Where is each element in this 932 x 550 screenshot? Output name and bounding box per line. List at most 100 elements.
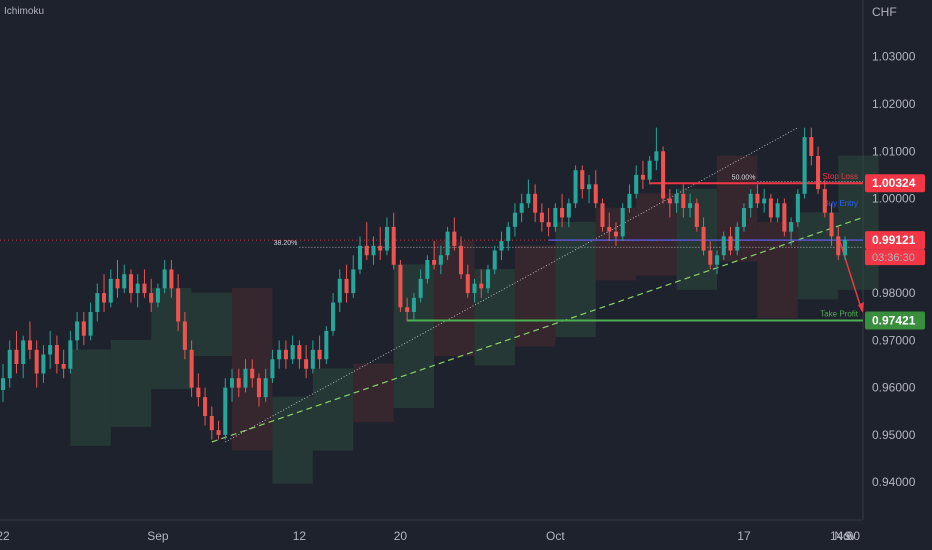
- candle[interactable]: [728, 226, 733, 256]
- candle[interactable]: [337, 269, 342, 312]
- candle[interactable]: [115, 260, 120, 298]
- candle[interactable]: [391, 212, 396, 270]
- candle[interactable]: [0, 364, 6, 402]
- candle[interactable]: [499, 231, 504, 260]
- candle[interactable]: [667, 189, 672, 218]
- candle[interactable]: [48, 330, 53, 369]
- candle[interactable]: [459, 236, 464, 279]
- candle[interactable]: [620, 203, 625, 242]
- candle[interactable]: [809, 127, 814, 166]
- candle[interactable]: [270, 349, 275, 383]
- candle[interactable]: [506, 222, 511, 251]
- candle[interactable]: [587, 174, 592, 204]
- candle[interactable]: [539, 203, 544, 232]
- candle[interactable]: [694, 198, 699, 232]
- candle[interactable]: [634, 165, 639, 199]
- candle[interactable]: [438, 245, 443, 275]
- candle[interactable]: [768, 193, 773, 223]
- candle[interactable]: [607, 212, 612, 242]
- candle[interactable]: [593, 170, 598, 208]
- candle[interactable]: [688, 193, 693, 218]
- candle[interactable]: [553, 203, 558, 232]
- candle[interactable]: [310, 340, 315, 374]
- candle[interactable]: [398, 260, 403, 312]
- candle[interactable]: [674, 189, 679, 213]
- candle[interactable]: [256, 373, 261, 407]
- candle[interactable]: [822, 179, 827, 218]
- candle[interactable]: [283, 340, 288, 369]
- candle[interactable]: [304, 345, 309, 379]
- candle[interactable]: [701, 217, 706, 256]
- candle[interactable]: [425, 255, 430, 284]
- candle[interactable]: [102, 274, 107, 312]
- candle[interactable]: [573, 165, 578, 208]
- candle[interactable]: [7, 340, 12, 388]
- candle[interactable]: [21, 335, 26, 379]
- candle[interactable]: [209, 406, 214, 440]
- candle[interactable]: [795, 189, 800, 227]
- candle[interactable]: [735, 222, 740, 256]
- candle[interactable]: [364, 222, 369, 260]
- candle[interactable]: [816, 146, 821, 194]
- candle[interactable]: [88, 302, 93, 341]
- candle[interactable]: [149, 278, 154, 312]
- candle[interactable]: [836, 226, 841, 260]
- candle[interactable]: [236, 368, 241, 398]
- candle[interactable]: [661, 146, 666, 204]
- candle[interactable]: [223, 378, 228, 440]
- candle[interactable]: [526, 179, 531, 208]
- candle[interactable]: [546, 208, 551, 237]
- candle[interactable]: [162, 260, 167, 294]
- candle[interactable]: [290, 335, 295, 364]
- candle[interactable]: [14, 330, 19, 374]
- candle[interactable]: [512, 203, 517, 237]
- candle[interactable]: [654, 127, 659, 171]
- candle[interactable]: [357, 236, 363, 275]
- candle[interactable]: [775, 198, 780, 223]
- candle[interactable]: [452, 217, 457, 251]
- candle[interactable]: [250, 359, 255, 388]
- candle[interactable]: [331, 293, 336, 336]
- candle[interactable]: [748, 189, 753, 218]
- candle[interactable]: [721, 231, 726, 260]
- candle[interactable]: [351, 255, 356, 298]
- candle[interactable]: [627, 184, 632, 213]
- candle[interactable]: [519, 193, 524, 223]
- candle[interactable]: [61, 349, 66, 379]
- candle[interactable]: [789, 217, 794, 246]
- candle[interactable]: [155, 283, 160, 308]
- candle[interactable]: [842, 236, 848, 260]
- candle[interactable]: [762, 189, 767, 213]
- candle[interactable]: [230, 368, 235, 402]
- candle[interactable]: [203, 387, 208, 426]
- candle[interactable]: [122, 264, 127, 294]
- candle[interactable]: [681, 184, 686, 218]
- candle[interactable]: [741, 203, 746, 232]
- candle[interactable]: [600, 198, 605, 232]
- candle[interactable]: [405, 297, 410, 322]
- candle[interactable]: [344, 264, 349, 303]
- candle[interactable]: [27, 321, 32, 360]
- candle[interactable]: [41, 345, 46, 383]
- candle[interactable]: [445, 226, 450, 260]
- candle[interactable]: [263, 368, 268, 402]
- candle[interactable]: [465, 264, 470, 298]
- candle[interactable]: [384, 217, 389, 256]
- candle[interactable]: [371, 236, 376, 265]
- candle[interactable]: [317, 335, 322, 369]
- candle[interactable]: [708, 241, 713, 270]
- candle[interactable]: [95, 283, 100, 322]
- candle[interactable]: [755, 184, 760, 208]
- candle[interactable]: [324, 326, 329, 364]
- candle[interactable]: [81, 312, 86, 346]
- candle[interactable]: [189, 340, 194, 398]
- candle[interactable]: [182, 312, 187, 360]
- candle[interactable]: [492, 245, 497, 275]
- candle[interactable]: [418, 269, 423, 303]
- candle[interactable]: [378, 226, 383, 260]
- candle[interactable]: [34, 340, 39, 388]
- candle[interactable]: [128, 269, 134, 303]
- candle[interactable]: [560, 193, 565, 227]
